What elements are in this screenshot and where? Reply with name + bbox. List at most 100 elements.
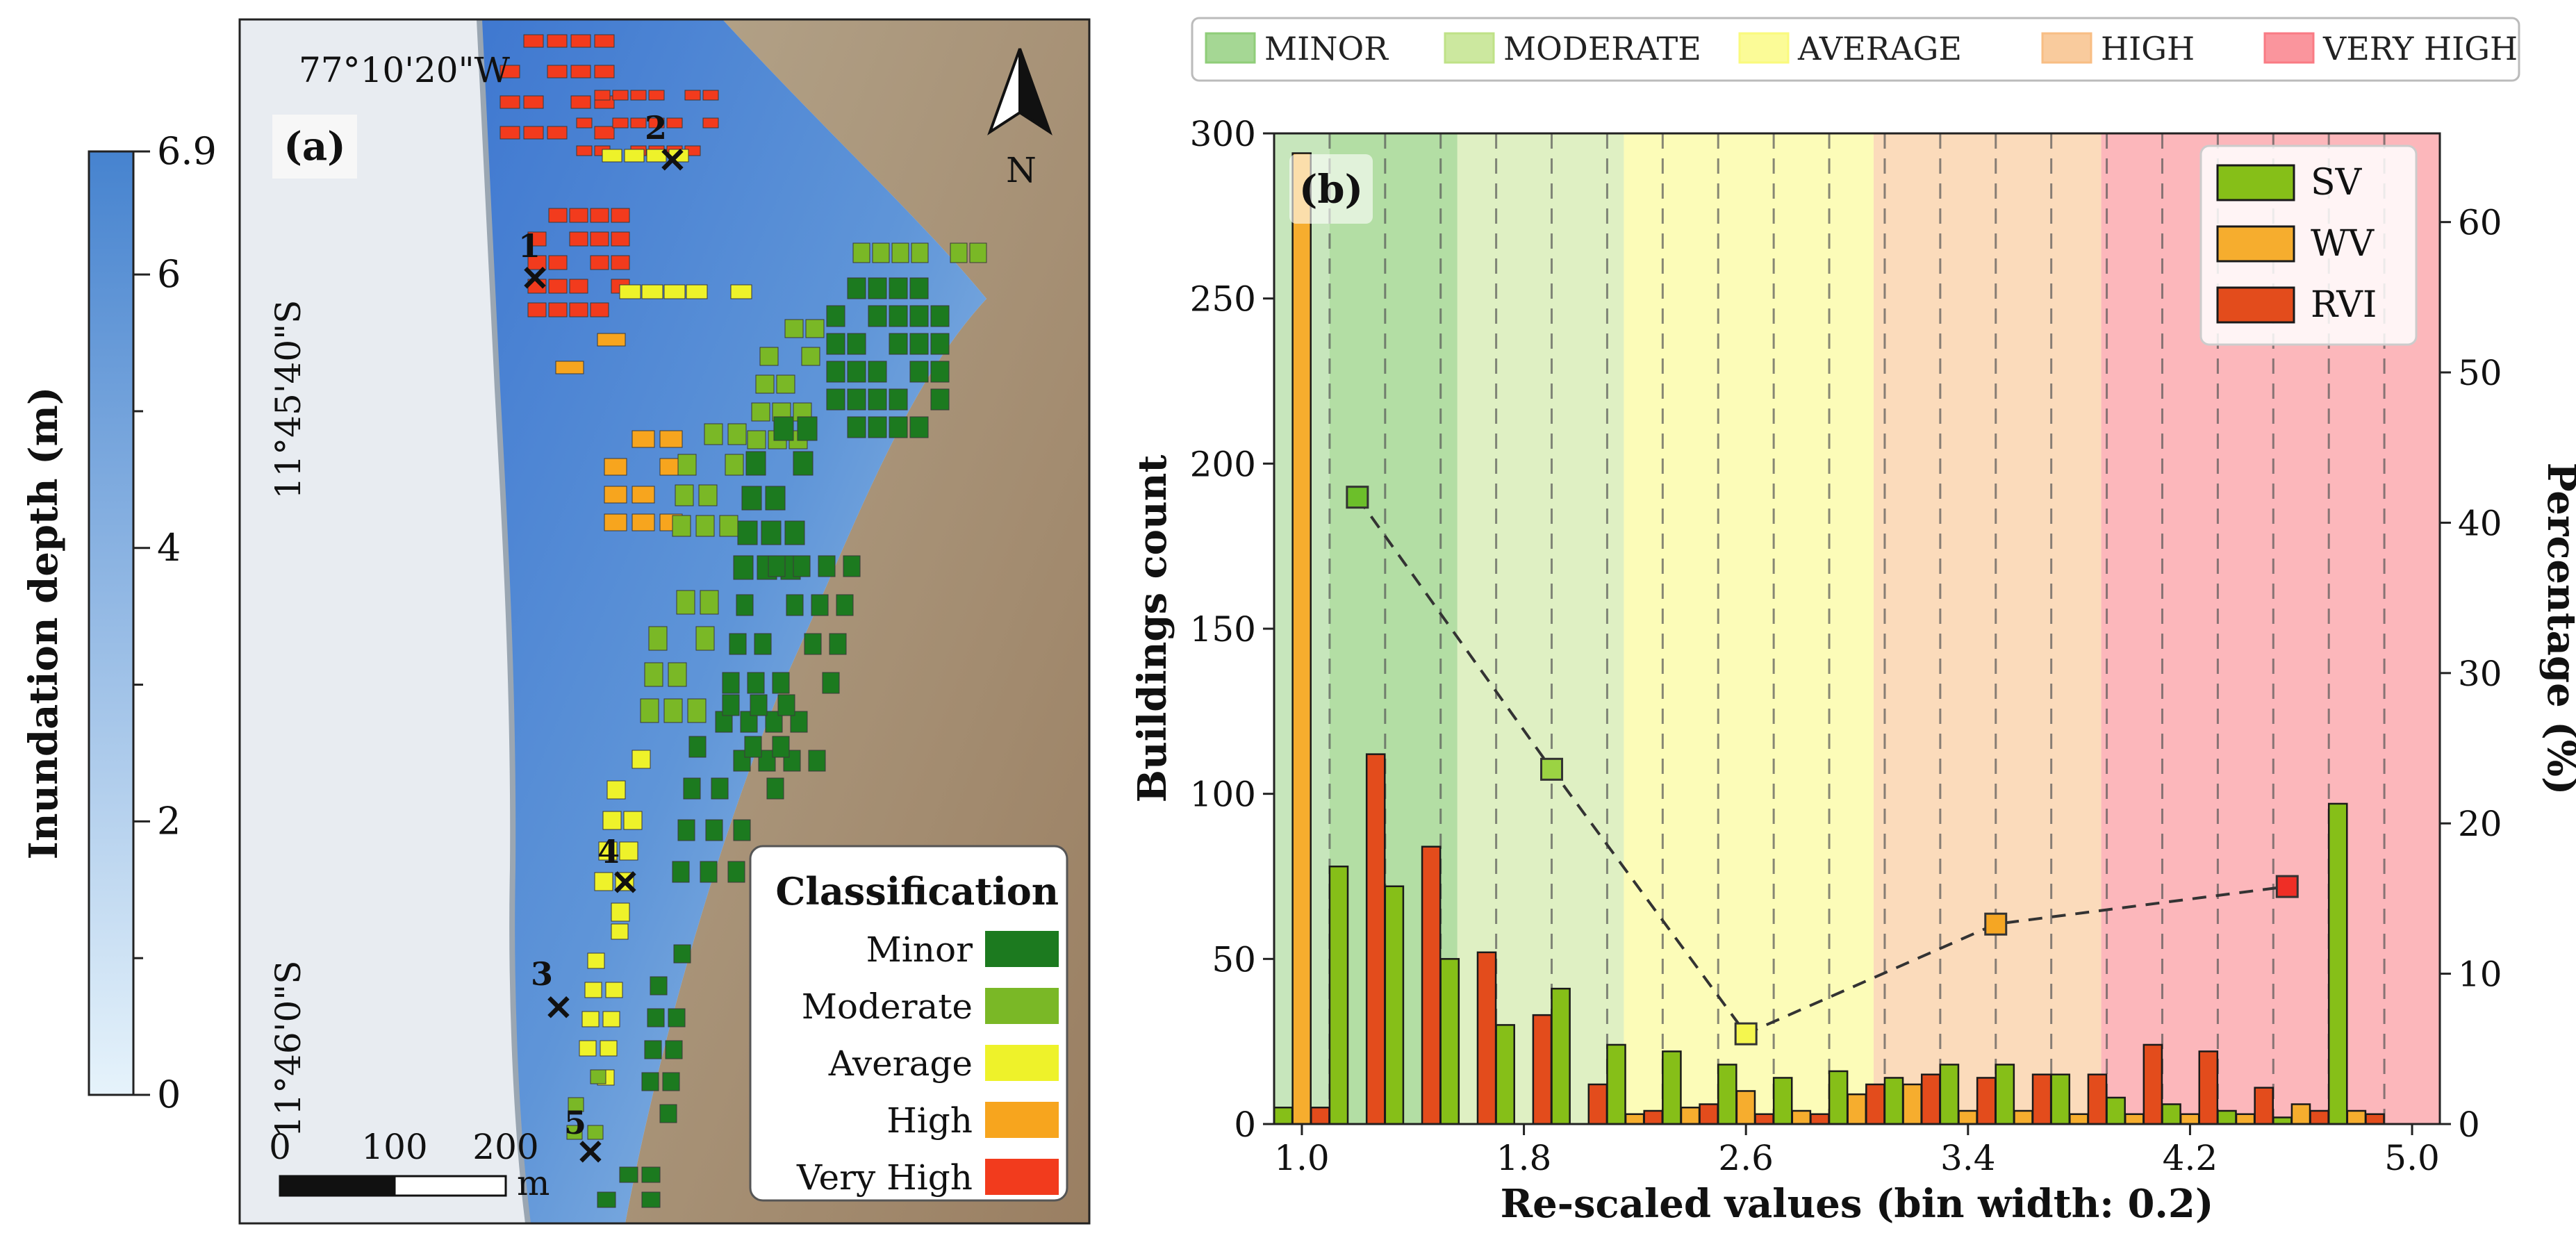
building [630, 117, 647, 129]
building [648, 626, 668, 651]
building [659, 1104, 677, 1123]
building [602, 811, 622, 830]
scale-label-100: 100 [361, 1127, 427, 1167]
bar-rvi [1476, 951, 1497, 1124]
bar-rvi [1754, 1113, 1774, 1124]
colorbar-tick-label: 0 [157, 1073, 181, 1116]
building [751, 402, 770, 422]
building [590, 208, 609, 223]
bar-wv [2179, 1113, 2200, 1124]
scale-bar: 0 100 200 m [269, 1127, 550, 1203]
building [722, 694, 740, 716]
building [847, 333, 866, 355]
building [747, 672, 765, 694]
building [590, 231, 609, 247]
building [523, 126, 544, 140]
y-right-tick-label: 10 [2458, 955, 2502, 995]
building [930, 333, 950, 355]
marker-cross-icon: ✕ [576, 1132, 605, 1173]
bar-sv [2106, 1096, 2126, 1124]
building [647, 1008, 665, 1027]
building [889, 333, 908, 355]
classification-legend-title: Classification [775, 869, 1059, 914]
building [619, 841, 638, 861]
y-right-tick-label: 20 [2458, 804, 2502, 844]
bar-rvi [1920, 1073, 1941, 1124]
building [581, 1011, 600, 1027]
building [700, 861, 718, 883]
colorbar-tick-label: 6 [157, 252, 181, 296]
bar-rvi [2254, 1087, 2274, 1124]
building [590, 302, 609, 317]
y-tick-label: 50 [1212, 939, 1256, 980]
classification-legend-label: High [886, 1100, 973, 1141]
building [826, 333, 845, 355]
y-tick-label: 0 [1234, 1105, 1256, 1145]
building [648, 90, 665, 101]
bar-sv [1439, 958, 1460, 1124]
building [640, 698, 659, 723]
bar-sv [1495, 1024, 1515, 1124]
building [750, 694, 768, 716]
class-legend-label: MINOR [1264, 30, 1389, 67]
y-right-tick-label: 30 [2458, 654, 2502, 694]
building [611, 208, 630, 223]
building [773, 416, 794, 441]
bar-sv [1828, 1070, 1849, 1124]
bar-sv [2161, 1103, 2181, 1124]
building [644, 1040, 662, 1059]
class-legend-swatch [1205, 32, 1256, 64]
marker-5-label: 5 [564, 1104, 586, 1141]
bar-rvi [2309, 1109, 2329, 1124]
bar-wv [1847, 1093, 1867, 1124]
building [784, 520, 805, 545]
x-tick-label: 5.0 [2384, 1138, 2440, 1178]
building [602, 1011, 620, 1027]
x-tick-label: 3.4 [1940, 1138, 1996, 1178]
percentage-point [1734, 1022, 1758, 1046]
building [836, 594, 854, 616]
building [648, 117, 665, 129]
marker-3-label: 3 [531, 955, 553, 993]
building [676, 590, 695, 615]
building [695, 626, 715, 651]
building [611, 231, 630, 247]
building [604, 486, 627, 504]
building [797, 416, 818, 441]
building [711, 777, 729, 800]
building [587, 952, 605, 969]
bar-wv [2346, 1109, 2367, 1124]
building [604, 513, 627, 531]
building [598, 841, 618, 861]
y-tick-label: 150 [1190, 609, 1256, 650]
building [666, 117, 683, 129]
bar-rvi [1643, 1109, 1664, 1124]
building [744, 736, 762, 758]
building [730, 284, 752, 299]
marker-cross-icon: ✕ [544, 987, 573, 1028]
classification-legend: Classification Minor Moderate Average High V… [749, 845, 1068, 1202]
building [891, 242, 909, 263]
building [548, 208, 568, 223]
building [909, 416, 929, 438]
y-right-tick-label: 50 [2458, 353, 2502, 393]
bar-wv [1680, 1106, 1701, 1124]
building [650, 976, 668, 996]
building [826, 388, 845, 411]
building [677, 819, 695, 841]
building [759, 347, 779, 366]
building [611, 902, 630, 922]
building [677, 454, 697, 476]
building [808, 750, 826, 772]
y-tick-label: 200 [1190, 444, 1256, 484]
panel-b-label: (b) [1299, 167, 1363, 213]
bar-sv [1384, 885, 1405, 1124]
building [772, 736, 790, 758]
building [741, 486, 762, 511]
building [747, 430, 766, 449]
building [811, 594, 829, 616]
building [822, 672, 840, 694]
building [566, 1125, 583, 1140]
building [659, 430, 683, 448]
inundated-area [479, 19, 986, 1223]
